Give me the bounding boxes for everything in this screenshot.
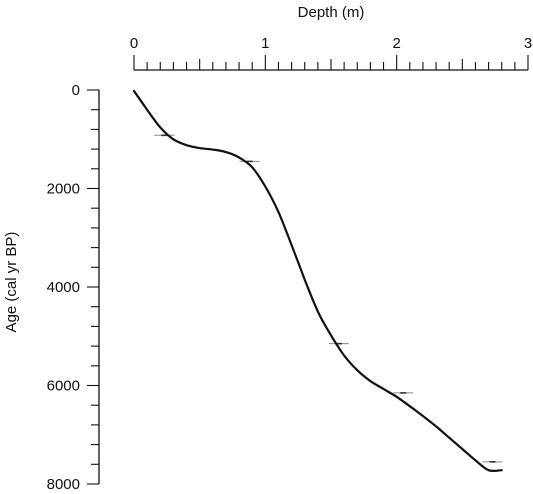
x-axis: 0 1 2 3 [130,35,532,71]
y-tick-label: 4000 [47,279,80,296]
age-depth-curve [132,89,503,473]
y-tick-label: 0 [72,82,80,99]
x-tick-label: 1 [261,35,269,52]
x-tick-label: 0 [130,35,138,52]
x-tick-label: 2 [392,35,400,52]
y-tick-label: 6000 [47,378,80,395]
x-axis-title: Depth (m) [298,4,365,21]
y-tick-label: 8000 [47,476,80,493]
y-tick-label: 2000 [47,181,80,198]
y-axis: 0 2000 4000 6000 8000 [47,82,100,493]
error-bars [154,134,503,463]
y-axis-title: Age (cal yr BP) [3,232,20,333]
x-tick-label: 3 [524,35,532,52]
